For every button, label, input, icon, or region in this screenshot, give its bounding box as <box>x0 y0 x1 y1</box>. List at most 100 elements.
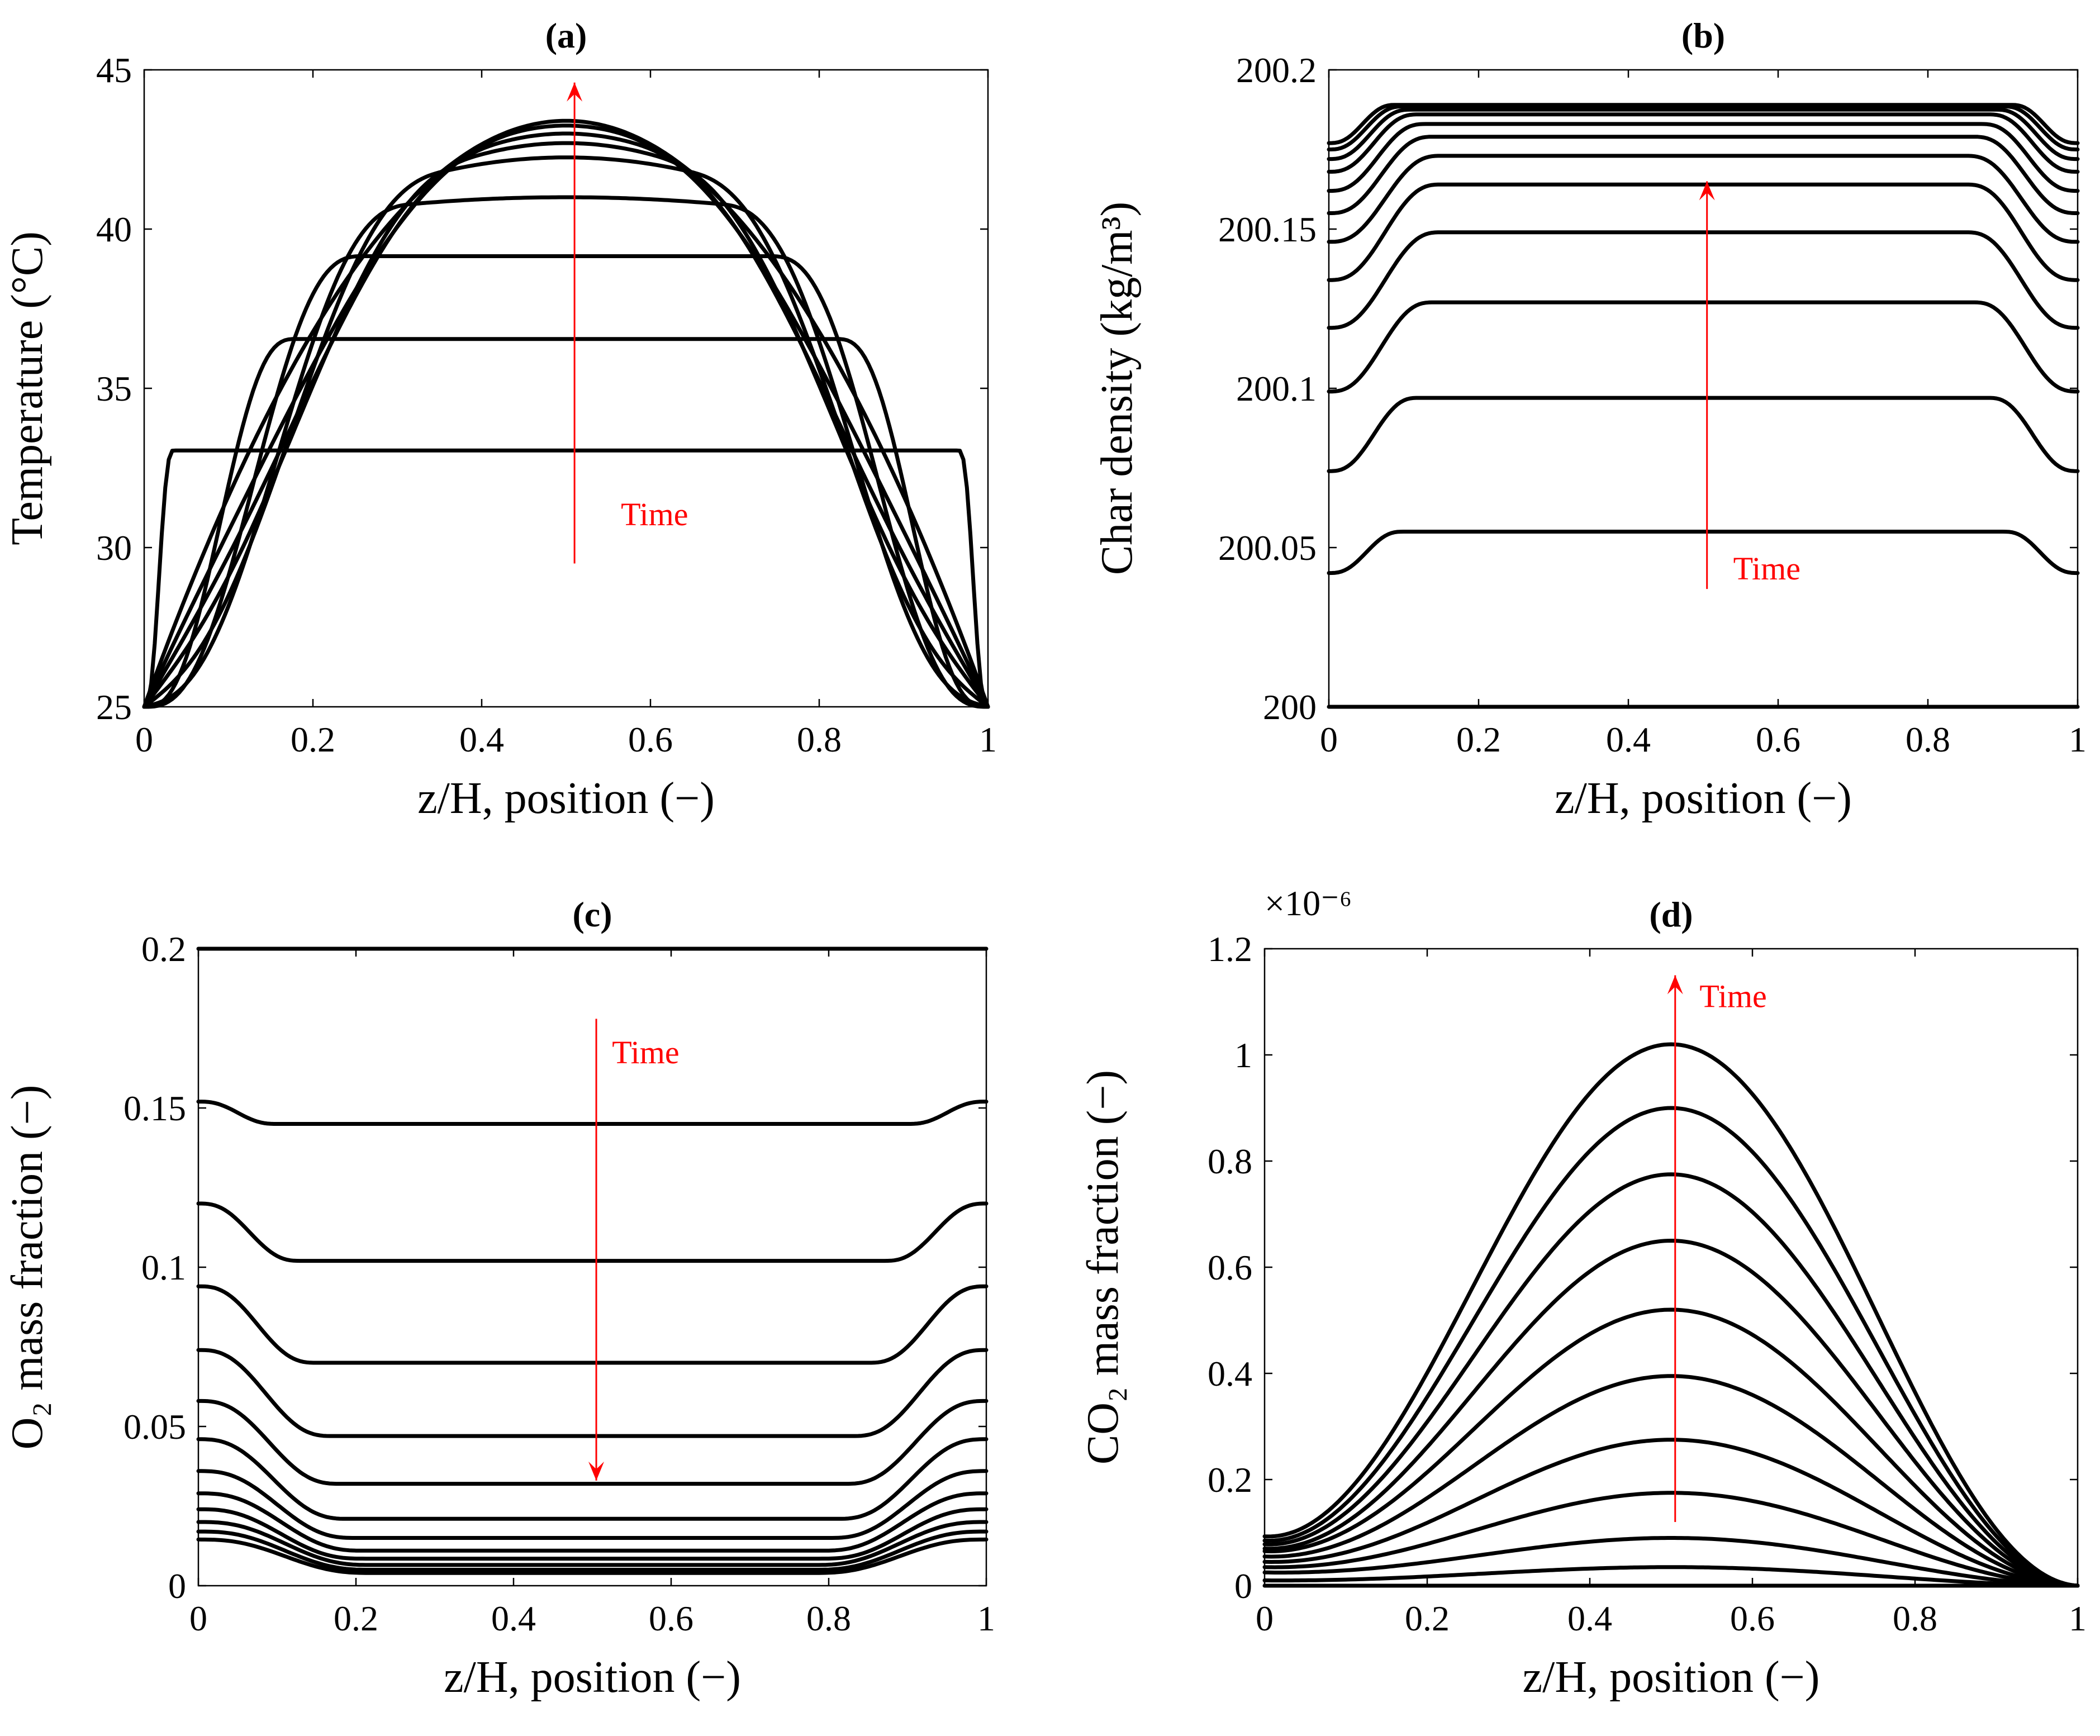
series-d-t1 <box>1262 1565 2080 1588</box>
ytick-label: 200.1 <box>1236 369 1317 408</box>
series-a-t8 <box>142 123 990 709</box>
xtick-label: 0.2 <box>334 1599 378 1638</box>
xtick-label: 0.6 <box>1756 720 1800 759</box>
xtick-label: 0 <box>189 1599 207 1638</box>
ytick-label: 0.1 <box>141 1248 186 1287</box>
xtick-label: 0.4 <box>1567 1599 1612 1638</box>
ytick-label: 200.15 <box>1218 210 1317 249</box>
curves-a <box>142 118 990 709</box>
series-c-t12 <box>196 1537 989 1575</box>
xtick-label: 0.6 <box>628 720 673 759</box>
series-c-t11 <box>196 1529 989 1572</box>
xtick-label: 0 <box>1256 1599 1274 1638</box>
x-axis-label: z/H, position (−) <box>1523 1653 1820 1702</box>
panel-b: 0 0.2 0.4 0.6 0.8 1 200 200.05 200.1 200.15 200.2 (… <box>1092 16 2087 823</box>
xtick-label: 0.8 <box>797 720 842 759</box>
series-d-t3 <box>1262 1491 2080 1588</box>
series-b-t12 <box>1327 103 2080 145</box>
series-c-t3 <box>196 1284 989 1365</box>
xtick-label: 0.8 <box>1893 1599 1937 1638</box>
ytick-label: 200.2 <box>1236 50 1317 90</box>
time-arrowhead-c <box>588 1461 605 1481</box>
ytick-label: 0.2 <box>141 929 186 969</box>
series-c-t2 <box>196 1201 989 1263</box>
ytick-label: 0.2 <box>1208 1460 1252 1500</box>
xtick-label: 0.4 <box>459 720 504 759</box>
xtick-label: 0 <box>135 720 153 759</box>
time-arrowhead-d <box>1667 975 1683 995</box>
xtick-label: 1 <box>979 720 997 759</box>
series-d-t7 <box>1262 1239 2080 1588</box>
xtick-label: 0.2 <box>1405 1599 1450 1638</box>
panel-c: 0 0.2 0.4 0.6 0.8 1 0 0.05 0.1 0.15 0.2 (c) z/H, pos… <box>3 895 995 1702</box>
time-annotation: Time <box>1733 550 1800 587</box>
xtick-label: 0.8 <box>806 1599 851 1638</box>
xtick-label: 0.8 <box>1906 720 1950 759</box>
series-c-t7 <box>196 1469 989 1540</box>
ytick-label: 40 <box>96 210 132 249</box>
panel-title: (a) <box>545 16 587 55</box>
series-c-t5 <box>196 1399 989 1486</box>
ytick-label: 0.15 <box>123 1088 186 1128</box>
xtick-label: 1 <box>977 1599 995 1638</box>
series-b-t4 <box>1327 230 2080 330</box>
time-annotation: Time <box>621 496 688 532</box>
series-d-t9 <box>1262 1106 2080 1588</box>
time-annotation: Time <box>1699 978 1766 1015</box>
x-axis-label: z/H, position (−) <box>1555 774 1852 823</box>
time-arrowhead-b <box>1699 181 1715 201</box>
xtick-label: 0.2 <box>291 720 335 759</box>
xtick-label: 0.4 <box>1606 720 1651 759</box>
xtick-label: 0 <box>1320 720 1338 759</box>
series-d-t2 <box>1262 1536 2080 1588</box>
series-a-t3 <box>142 254 990 709</box>
series-b-t9 <box>1327 112 2080 174</box>
ytick-label: 1.2 <box>1208 929 1252 969</box>
series-b-t10 <box>1327 107 2080 161</box>
series-d-t5 <box>1262 1374 2080 1588</box>
series-c-t6 <box>196 1437 989 1521</box>
series-b-t8 <box>1327 122 2080 193</box>
series-a-t7 <box>142 131 990 709</box>
xtick-label: 0.6 <box>1730 1599 1775 1638</box>
series-b-t1 <box>1327 530 2080 576</box>
series-d-t8 <box>1262 1172 2080 1588</box>
series-a-t9 <box>142 118 990 709</box>
y-axis-exponent: ×10⁻⁶ <box>1265 883 1352 923</box>
y-axis-label: Char density (kg/m³) <box>1092 202 1142 575</box>
ytick-label: 0.05 <box>123 1407 186 1447</box>
series-d-t10 <box>1262 1042 2080 1588</box>
xtick-label: 1 <box>2069 1599 2087 1638</box>
panel-title: (b) <box>1681 16 1725 55</box>
series-b-t7 <box>1327 135 2080 215</box>
ytick-label: 0.4 <box>1208 1354 1252 1393</box>
y-axis-label: O₂ mass fraction (−) <box>3 1085 52 1450</box>
series-c-t4 <box>196 1348 989 1438</box>
y-axis-label: CO₂ mass fraction (−) <box>1078 1070 1128 1464</box>
xtick-label: 0.6 <box>649 1599 693 1638</box>
ytick-label: 35 <box>96 369 132 408</box>
panel-a: 0 0.2 0.4 0.6 0.8 1 25 30 35 40 45 (a) z/H, position… <box>3 16 997 823</box>
panel-d: 0 0.2 0.4 0.6 0.8 1 0 0.2 0.4 0.6 0.8 1 1.2 (d) z/H, p… <box>1078 883 2087 1702</box>
xtick-label: 1 <box>2069 720 2087 759</box>
xtick-label: 0.4 <box>491 1599 536 1638</box>
ytick-label: 30 <box>96 528 132 568</box>
series-a-t2 <box>142 337 990 709</box>
series-a-t6 <box>142 141 990 709</box>
series-c-t9 <box>196 1507 989 1561</box>
series-a-t4 <box>142 195 990 709</box>
series-b-t6 <box>1327 154 2080 244</box>
ytick-label: 45 <box>96 50 132 90</box>
time-arrowhead-a <box>567 82 583 102</box>
panel-title: (c) <box>572 895 612 934</box>
panel-title: (d) <box>1649 895 1693 934</box>
time-annotation: Time <box>612 1034 679 1071</box>
ytick-label: 25 <box>96 687 132 727</box>
ytick-label: 0.8 <box>1208 1142 1252 1181</box>
x-axis-label: z/H, position (−) <box>417 774 715 823</box>
x-axis-label: z/H, position (−) <box>444 1653 741 1702</box>
ytick-label: 0 <box>1234 1566 1252 1606</box>
ytick-label: 0.6 <box>1208 1248 1252 1287</box>
